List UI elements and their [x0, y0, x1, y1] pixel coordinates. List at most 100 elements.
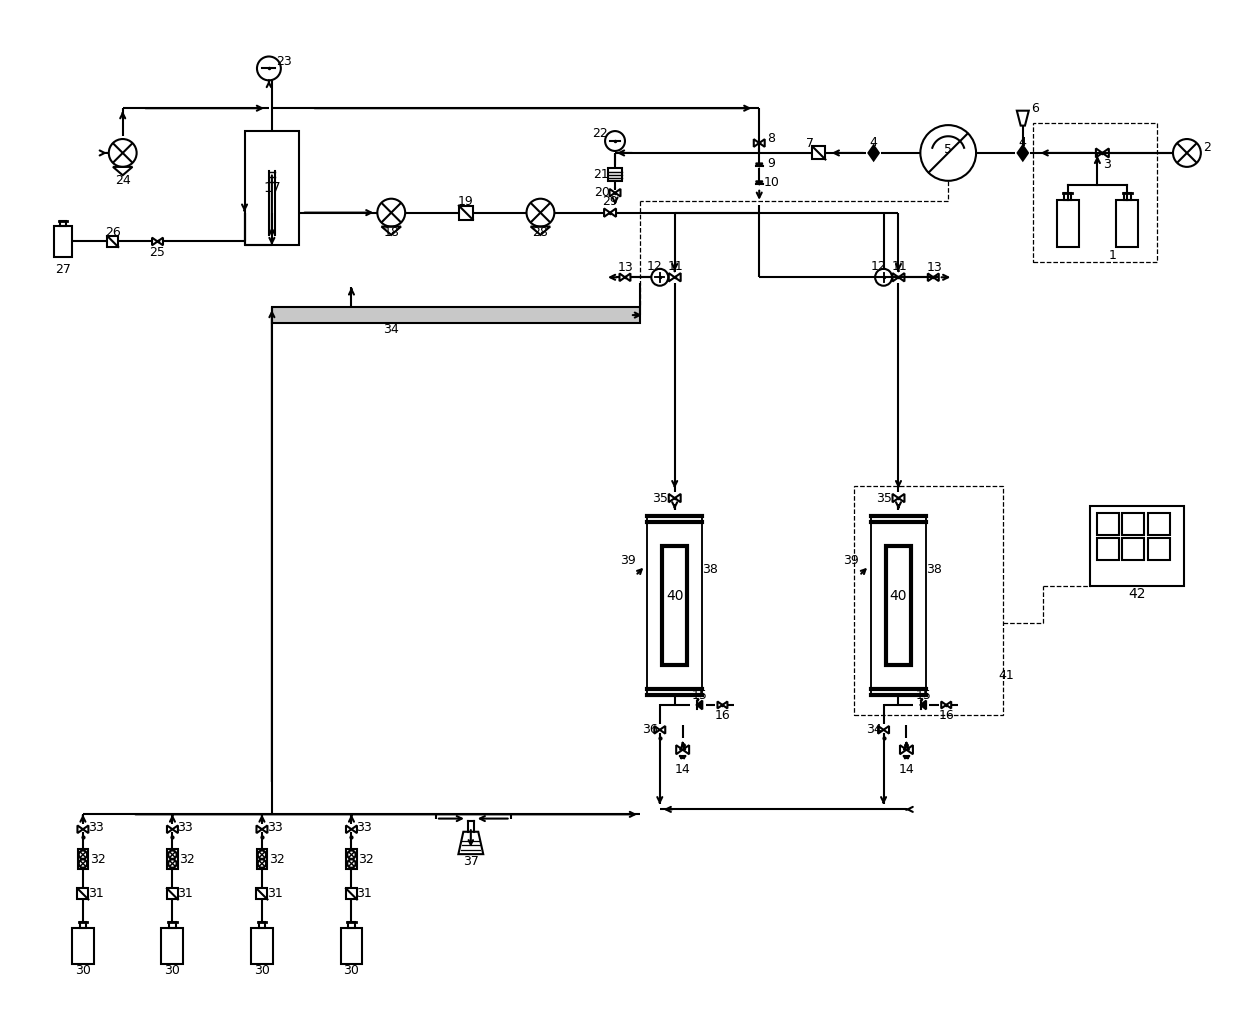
Text: 31: 31 — [267, 887, 283, 901]
Text: 18: 18 — [383, 226, 399, 239]
Text: 31: 31 — [357, 887, 372, 901]
Bar — [1122, 513, 1145, 535]
Polygon shape — [755, 163, 763, 166]
Text: 42: 42 — [1128, 587, 1146, 600]
Text: 34: 34 — [383, 323, 399, 337]
Text: 40: 40 — [666, 589, 683, 602]
Bar — [257, 889, 268, 900]
Text: 3: 3 — [1104, 158, 1111, 171]
Text: 33: 33 — [88, 821, 104, 834]
Text: 30: 30 — [343, 964, 360, 977]
Bar — [346, 850, 357, 869]
Bar — [1033, 123, 1157, 263]
Bar — [79, 922, 87, 928]
Bar — [1090, 506, 1184, 586]
Text: 15: 15 — [915, 688, 931, 702]
Text: 1: 1 — [1109, 249, 1116, 262]
Text: 39: 39 — [843, 554, 859, 567]
Text: 14: 14 — [899, 763, 914, 776]
Text: 14: 14 — [675, 763, 691, 776]
Text: 30: 30 — [165, 964, 180, 977]
Text: 27: 27 — [55, 263, 71, 276]
Text: 11: 11 — [892, 260, 908, 273]
Text: 31: 31 — [88, 887, 104, 901]
Bar — [872, 516, 926, 695]
Text: 35: 35 — [875, 491, 892, 505]
Text: 32: 32 — [91, 853, 105, 866]
Text: 11: 11 — [668, 260, 683, 273]
Bar — [1116, 200, 1138, 247]
Bar — [250, 928, 273, 963]
Text: 8: 8 — [768, 131, 775, 145]
Text: 13: 13 — [618, 261, 634, 274]
Bar — [72, 928, 94, 963]
Text: 4: 4 — [1019, 135, 1027, 149]
Text: 17: 17 — [263, 181, 280, 195]
Bar — [167, 889, 177, 900]
Text: 21: 21 — [593, 168, 609, 182]
Text: 35: 35 — [652, 491, 667, 505]
Bar — [608, 168, 622, 182]
Bar — [812, 147, 826, 159]
Bar — [1122, 539, 1145, 560]
Text: 32: 32 — [180, 853, 195, 866]
Text: 16: 16 — [939, 709, 954, 722]
Bar — [55, 226, 72, 258]
Polygon shape — [920, 701, 926, 709]
Bar — [1097, 513, 1118, 535]
Text: 25: 25 — [150, 246, 165, 259]
Bar — [1097, 539, 1118, 560]
Bar — [161, 928, 184, 963]
Bar — [244, 130, 299, 245]
Bar — [259, 922, 265, 928]
Text: 30: 30 — [74, 964, 91, 977]
Polygon shape — [755, 182, 763, 185]
Text: 29: 29 — [603, 195, 618, 208]
Bar — [78, 850, 88, 869]
Bar — [1123, 193, 1131, 200]
Text: 15: 15 — [692, 688, 708, 702]
Bar — [108, 236, 118, 247]
Text: 19: 19 — [458, 195, 474, 208]
Text: 31: 31 — [177, 887, 193, 901]
Text: 5: 5 — [944, 144, 952, 157]
Text: 40: 40 — [890, 589, 908, 602]
Text: 20: 20 — [594, 187, 610, 199]
Bar — [1148, 513, 1169, 535]
Bar — [169, 922, 176, 928]
Text: 38: 38 — [702, 563, 718, 577]
Text: 32: 32 — [358, 853, 374, 866]
Bar — [348, 922, 355, 928]
Text: 23: 23 — [277, 55, 291, 68]
Text: 24: 24 — [115, 174, 130, 188]
Bar — [346, 889, 357, 900]
Polygon shape — [1018, 146, 1028, 160]
Text: 39: 39 — [620, 554, 635, 567]
Text: 38: 38 — [926, 563, 941, 577]
Bar — [1064, 193, 1071, 200]
Bar — [853, 486, 1003, 715]
Polygon shape — [868, 146, 879, 160]
Bar — [61, 221, 66, 226]
Text: 36: 36 — [642, 723, 657, 737]
Bar — [1056, 200, 1079, 247]
Text: 34: 34 — [866, 723, 882, 737]
Text: 30: 30 — [254, 964, 270, 977]
Text: 28: 28 — [532, 226, 548, 239]
Bar — [341, 928, 362, 963]
Text: 7: 7 — [806, 136, 813, 150]
Text: 33: 33 — [177, 821, 193, 834]
Bar — [647, 516, 702, 695]
Text: 12: 12 — [870, 260, 887, 273]
Text: 33: 33 — [357, 821, 372, 834]
Text: 6: 6 — [1030, 102, 1039, 115]
Text: 26: 26 — [105, 226, 120, 239]
Text: 9: 9 — [768, 157, 775, 170]
Text: 10: 10 — [764, 176, 779, 190]
Text: 16: 16 — [714, 709, 730, 722]
Text: 2: 2 — [1203, 142, 1210, 155]
Text: 13: 13 — [926, 261, 942, 274]
Text: 4: 4 — [869, 135, 878, 149]
Text: 41: 41 — [998, 669, 1014, 681]
Text: 37: 37 — [463, 855, 479, 868]
